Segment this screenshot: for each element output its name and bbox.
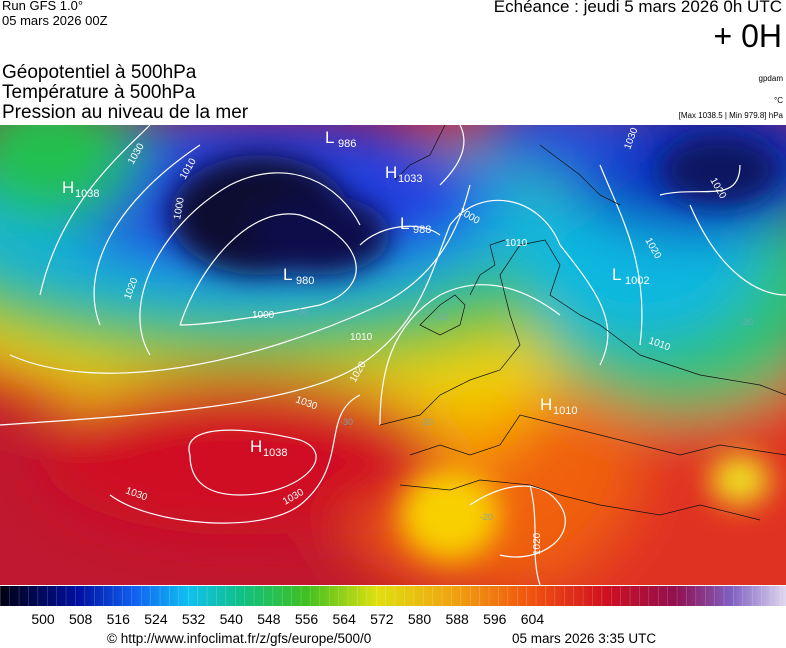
center-type: L (283, 265, 292, 284)
center-type: L (325, 128, 334, 147)
run: Run GFS 1.0° (2, 0, 84, 13)
temperature-label: -30 (295, 307, 308, 317)
title: Température à 500hPa (2, 82, 196, 103)
unit: [Max 1038.5 | Min 979.8] hPa (678, 111, 783, 120)
center-value: 988 (413, 224, 431, 236)
temperature-label: -20 (480, 512, 493, 522)
colorbar-tick-label: 556 (295, 611, 319, 627)
isobar-label: 1000 (172, 196, 187, 220)
colorbar-tick-label: 516 (107, 611, 131, 627)
colorbar-tick-label: 540 (220, 611, 244, 627)
center-type: H (540, 395, 552, 414)
center-value: 1010 (553, 405, 577, 417)
colorbar-tick-label: 572 (370, 611, 394, 627)
colorbar-tick-label: 588 (445, 611, 469, 627)
isobar-label: 1010 (505, 238, 528, 249)
colorbar-tick-label: 508 (69, 611, 93, 627)
colorbar-tick-label: 604 (521, 611, 545, 627)
valid-time: Echéance : jeudi 5 mars 2026 0h UTC (493, 0, 782, 16)
colorbar-tick-label: 524 (144, 611, 168, 627)
colorbar-tick-label: 564 (333, 611, 357, 627)
center-type: H (250, 437, 262, 456)
center-value: 980 (296, 275, 314, 287)
center-value: 1038 (75, 188, 99, 200)
temperature-label: -20 (420, 417, 433, 427)
center-value: 1002 (625, 275, 649, 287)
colorbar-tick-label: 580 (408, 611, 432, 627)
isobar-label: 1000 (252, 310, 275, 321)
center-type: L (400, 214, 409, 233)
colorbar-tick-label: 500 (31, 611, 55, 627)
run-date: 05 mars 2026 00Z (2, 13, 108, 28)
colorbar-tick-label: 532 (182, 611, 206, 627)
center-value: 1038 (263, 447, 287, 459)
colorbar-tick-label: 596 (483, 611, 507, 627)
temperature-label: -20 (435, 312, 448, 322)
center-type: H (62, 178, 74, 197)
temperature-label: -30 (740, 317, 753, 327)
footer-date: 05 mars 2026 3:35 UTC (512, 631, 657, 646)
colorbar: 500 508 516 524 532 540 548 556 564 572 580 588 596 6… (0, 586, 786, 627)
unit: gpdam (758, 74, 783, 83)
temperature-label: -30 (340, 417, 353, 427)
footer-url: © http://www.infoclimat.fr/z/gfs/europe/… (107, 631, 372, 646)
title: Pression au niveau de la mer (2, 102, 249, 123)
center-type: L (612, 265, 621, 284)
title: Géopotentiel à 500hPa (2, 62, 197, 83)
center-value: 986 (338, 138, 356, 150)
center-value: 1033 (398, 173, 422, 185)
lead-time: + 0H (713, 18, 782, 54)
colorbar-tick-label: 548 (257, 611, 281, 627)
center-type: H (385, 163, 397, 182)
isobar-label: 1020 (532, 532, 543, 555)
unit: °C (774, 96, 783, 105)
isobar-label: 1010 (350, 332, 373, 343)
